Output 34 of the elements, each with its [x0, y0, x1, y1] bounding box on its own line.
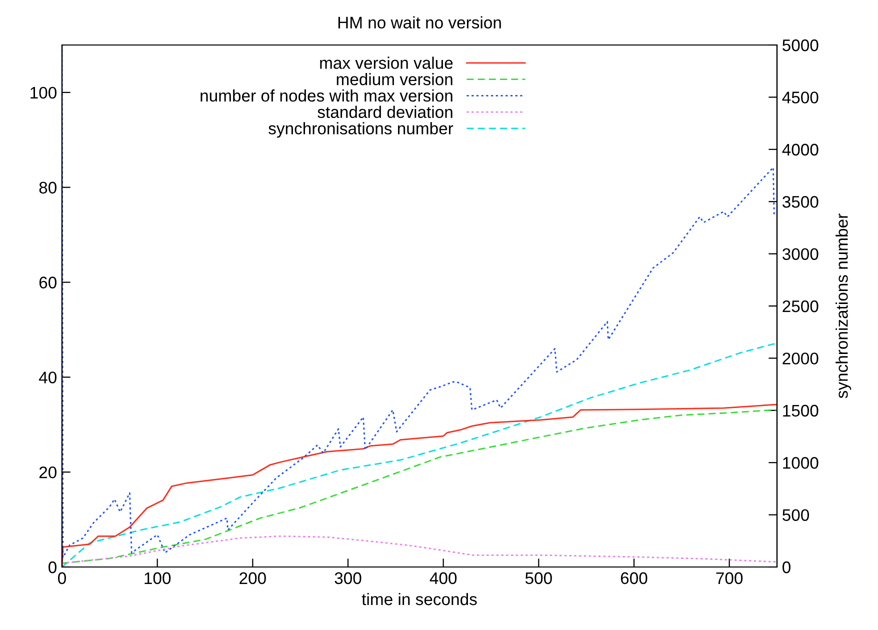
- x-tick-label: 300: [334, 572, 362, 584]
- y2-tick-label: 1500: [783, 404, 818, 417]
- y2-tick-label: 3000: [782, 248, 818, 260]
- y2-tick-label: 5000: [782, 39, 818, 52]
- y2-tick-label: 500: [782, 509, 810, 522]
- y2-tick-label: 0: [782, 561, 790, 574]
- y2-tick-label: 3500: [782, 196, 818, 208]
- y2-tick-label: 4500: [782, 92, 818, 104]
- x-tick-label: 100: [144, 572, 171, 584]
- y-tick-label: 0: [48, 561, 56, 574]
- legend-label: synchronisations number: [268, 122, 454, 138]
- x-axis-title: time in seconds: [362, 592, 477, 606]
- chart-title: HM no wait no version: [338, 16, 501, 28]
- y2-axis-title: synchronizations number: [836, 214, 852, 398]
- x-tick-label: 200: [240, 572, 266, 584]
- y2-tick-label: 2500: [782, 300, 818, 312]
- y2-tick-label: 4000: [782, 144, 818, 156]
- y2-tick-label: 1000: [783, 457, 818, 469]
- y2-tick-label: 2000: [782, 352, 818, 364]
- x-tick-label: 0: [58, 572, 66, 584]
- y-tick-label: 80: [39, 182, 56, 194]
- y-tick-label: 60: [39, 276, 56, 288]
- x-tick-label: 400: [430, 572, 457, 584]
- y-tick-label: 40: [38, 372, 56, 384]
- x-tick-label: 700: [716, 572, 743, 584]
- y-tick-label: 20: [39, 466, 56, 478]
- line-series: [62, 535, 777, 564]
- x-tick-label: 500: [525, 572, 552, 584]
- y-tick-label: 100: [30, 86, 56, 99]
- legend-label: number of nodes with max version: [200, 89, 452, 102]
- x-tick-label: 600: [620, 572, 648, 584]
- legend-label: max version value: [320, 56, 453, 69]
- legend-label: standard deviation: [318, 106, 452, 118]
- legend-label: medium version: [336, 73, 452, 86]
